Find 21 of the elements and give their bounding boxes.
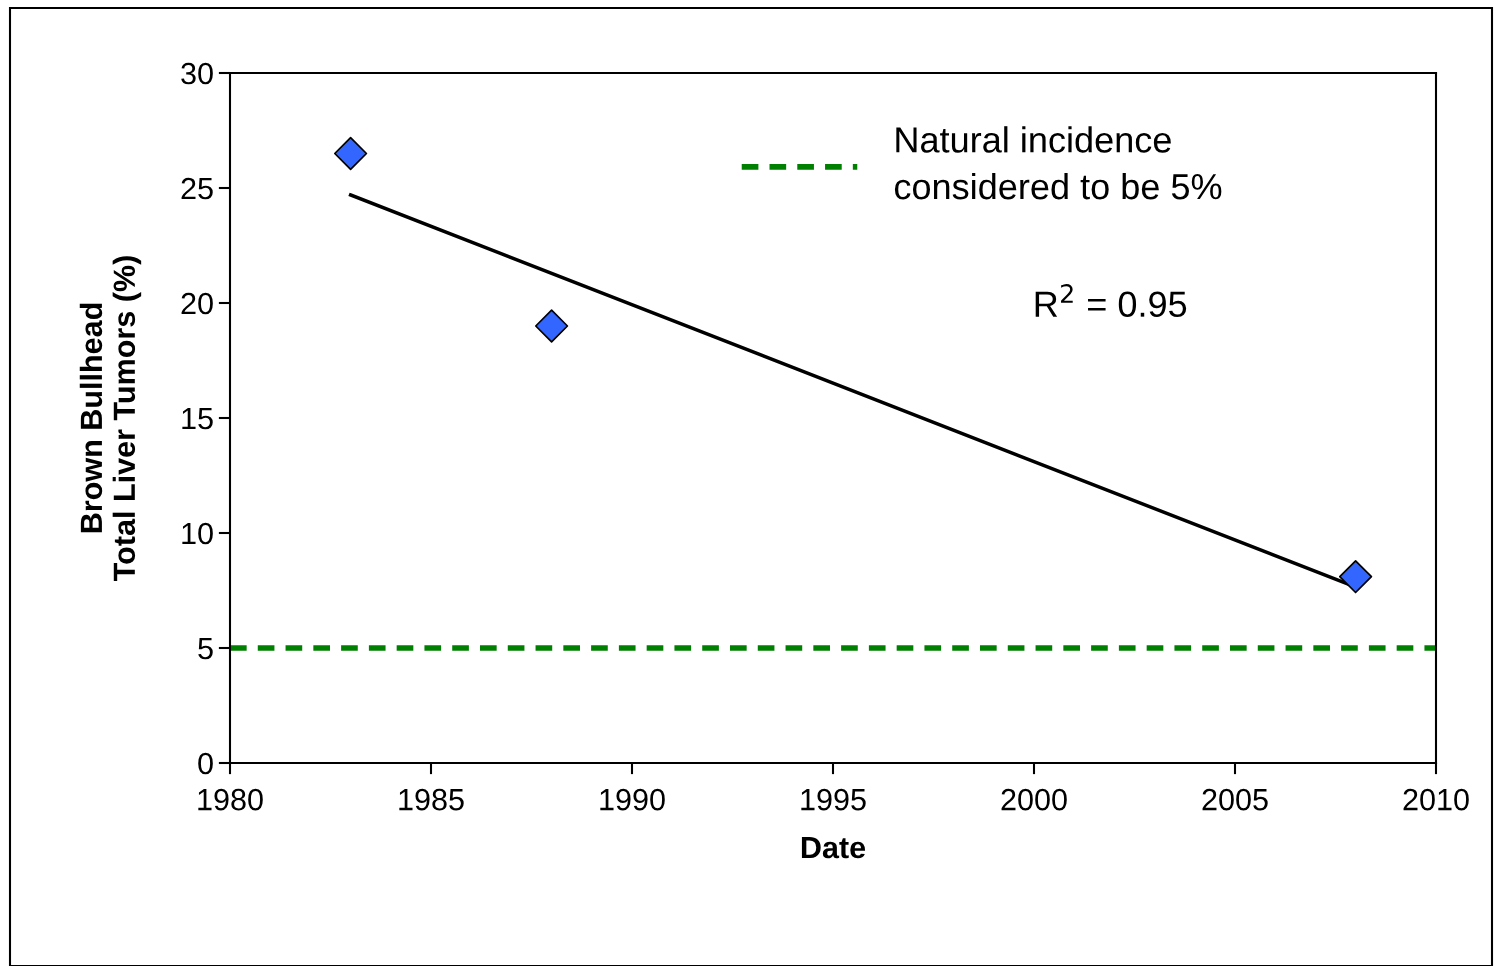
point — [534, 309, 569, 343]
x-tick-label: 2010 — [1403, 788, 1469, 811]
y-tick-label: 25 — [181, 177, 213, 200]
x-tick-label: 2000 — [1001, 788, 1067, 811]
y-tick-label: 20 — [181, 292, 213, 315]
y-tick-label: 15 — [182, 408, 213, 430]
y-tick-label: 10 — [182, 522, 213, 545]
x-tick-label: 1980 — [198, 788, 263, 811]
y-tick-label: 0 — [198, 752, 213, 775]
x-tick-label: 1990 — [600, 788, 665, 811]
x-tick-label: 1995 — [801, 788, 866, 811]
annotation: R$^{2}$ = 0.95 — [1035, 284, 1187, 318]
y-tick-label: 5 — [198, 638, 213, 660]
x-axis-title: Date — [801, 837, 866, 859]
x-tick-label: 2005 — [1202, 788, 1268, 811]
x-tick-label: 1985 — [399, 788, 464, 811]
legend-label: Natural incidence considered to be 5% — [894, 126, 1222, 200]
y-axis-title: Brown Bullhead Total Liver Tumors (%) — [79, 256, 142, 581]
y-tick-label: 30 — [181, 62, 213, 85]
point — [1338, 560, 1373, 594]
point — [333, 136, 368, 171]
